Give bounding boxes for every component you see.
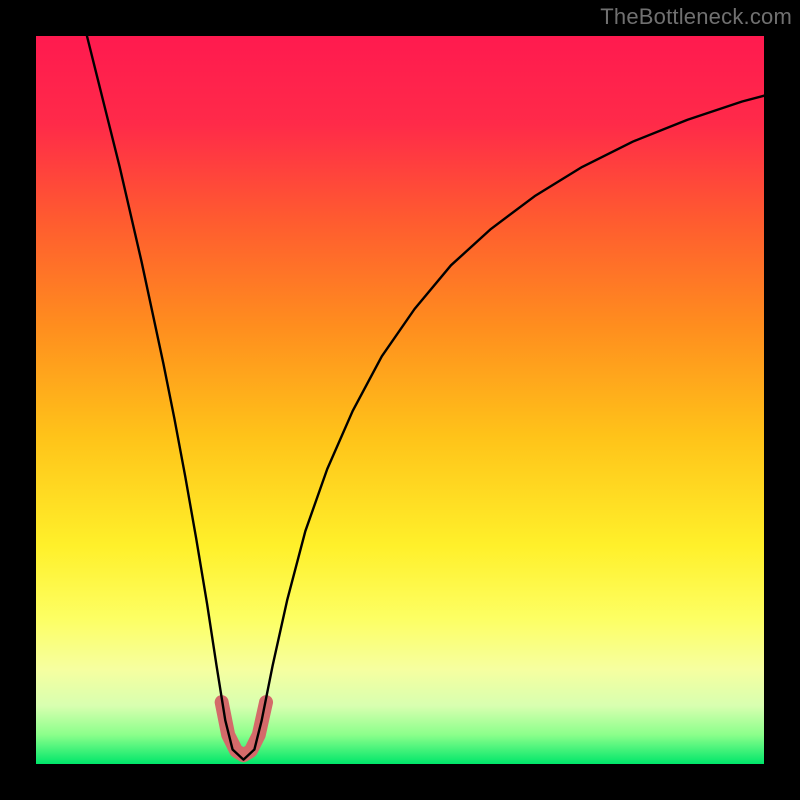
chart-canvas: TheBottleneck.com [0, 0, 800, 800]
plot-background [36, 36, 764, 764]
bottleneck-plot [36, 36, 764, 764]
watermark-text: TheBottleneck.com [600, 4, 792, 30]
